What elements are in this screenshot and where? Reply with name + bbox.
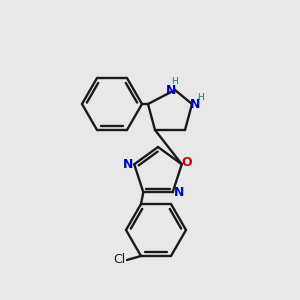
Text: N: N (166, 83, 176, 97)
Text: H: H (172, 77, 178, 86)
Text: Cl: Cl (113, 254, 125, 266)
Text: N: N (190, 98, 200, 110)
Text: N: N (173, 186, 184, 199)
Text: H: H (196, 94, 203, 103)
Text: N: N (123, 158, 134, 171)
Text: O: O (182, 156, 192, 169)
